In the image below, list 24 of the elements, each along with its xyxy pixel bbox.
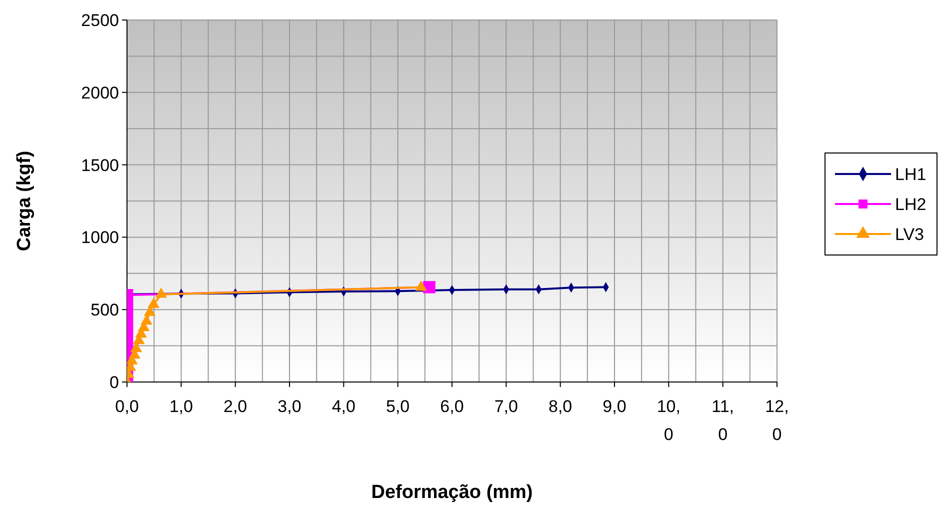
x-tick-label: 3,0 <box>278 397 302 416</box>
y-tick-label: 0 <box>110 372 119 392</box>
x-tick-label: 4,0 <box>332 397 356 416</box>
x-tick-label: 7,0 <box>494 397 518 416</box>
y-tick-label: 1000 <box>81 228 119 248</box>
y-tick-label: 1500 <box>81 156 119 175</box>
x-axis-title: Deformação (mm) <box>371 482 533 503</box>
legend-label: LH2 <box>895 194 926 214</box>
x-tick-label: 2,0 <box>224 397 248 416</box>
x-tick-label: 1,0 <box>169 397 193 416</box>
x-tick-label: 6,0 <box>440 397 464 416</box>
x-tick-label: 8,0 <box>548 397 572 416</box>
y-tick-label: 2500 <box>81 10 119 30</box>
legend-label: LH1 <box>895 164 926 184</box>
x-tick-label: 12,0 <box>765 397 789 444</box>
y-tick-label: 2000 <box>81 83 119 102</box>
y-axis-title: Carga (kgf) <box>14 150 35 252</box>
x-tick-label: 9,0 <box>602 397 626 416</box>
x-tick-label: 0,0 <box>115 397 139 416</box>
legend-label: LV3 <box>895 224 924 244</box>
y-tick-label: 500 <box>90 300 119 320</box>
x-tick-label: 5,0 <box>386 397 410 416</box>
x-tick-label: 10,0 <box>656 397 680 444</box>
x-tick-label: 11,0 <box>712 397 734 444</box>
